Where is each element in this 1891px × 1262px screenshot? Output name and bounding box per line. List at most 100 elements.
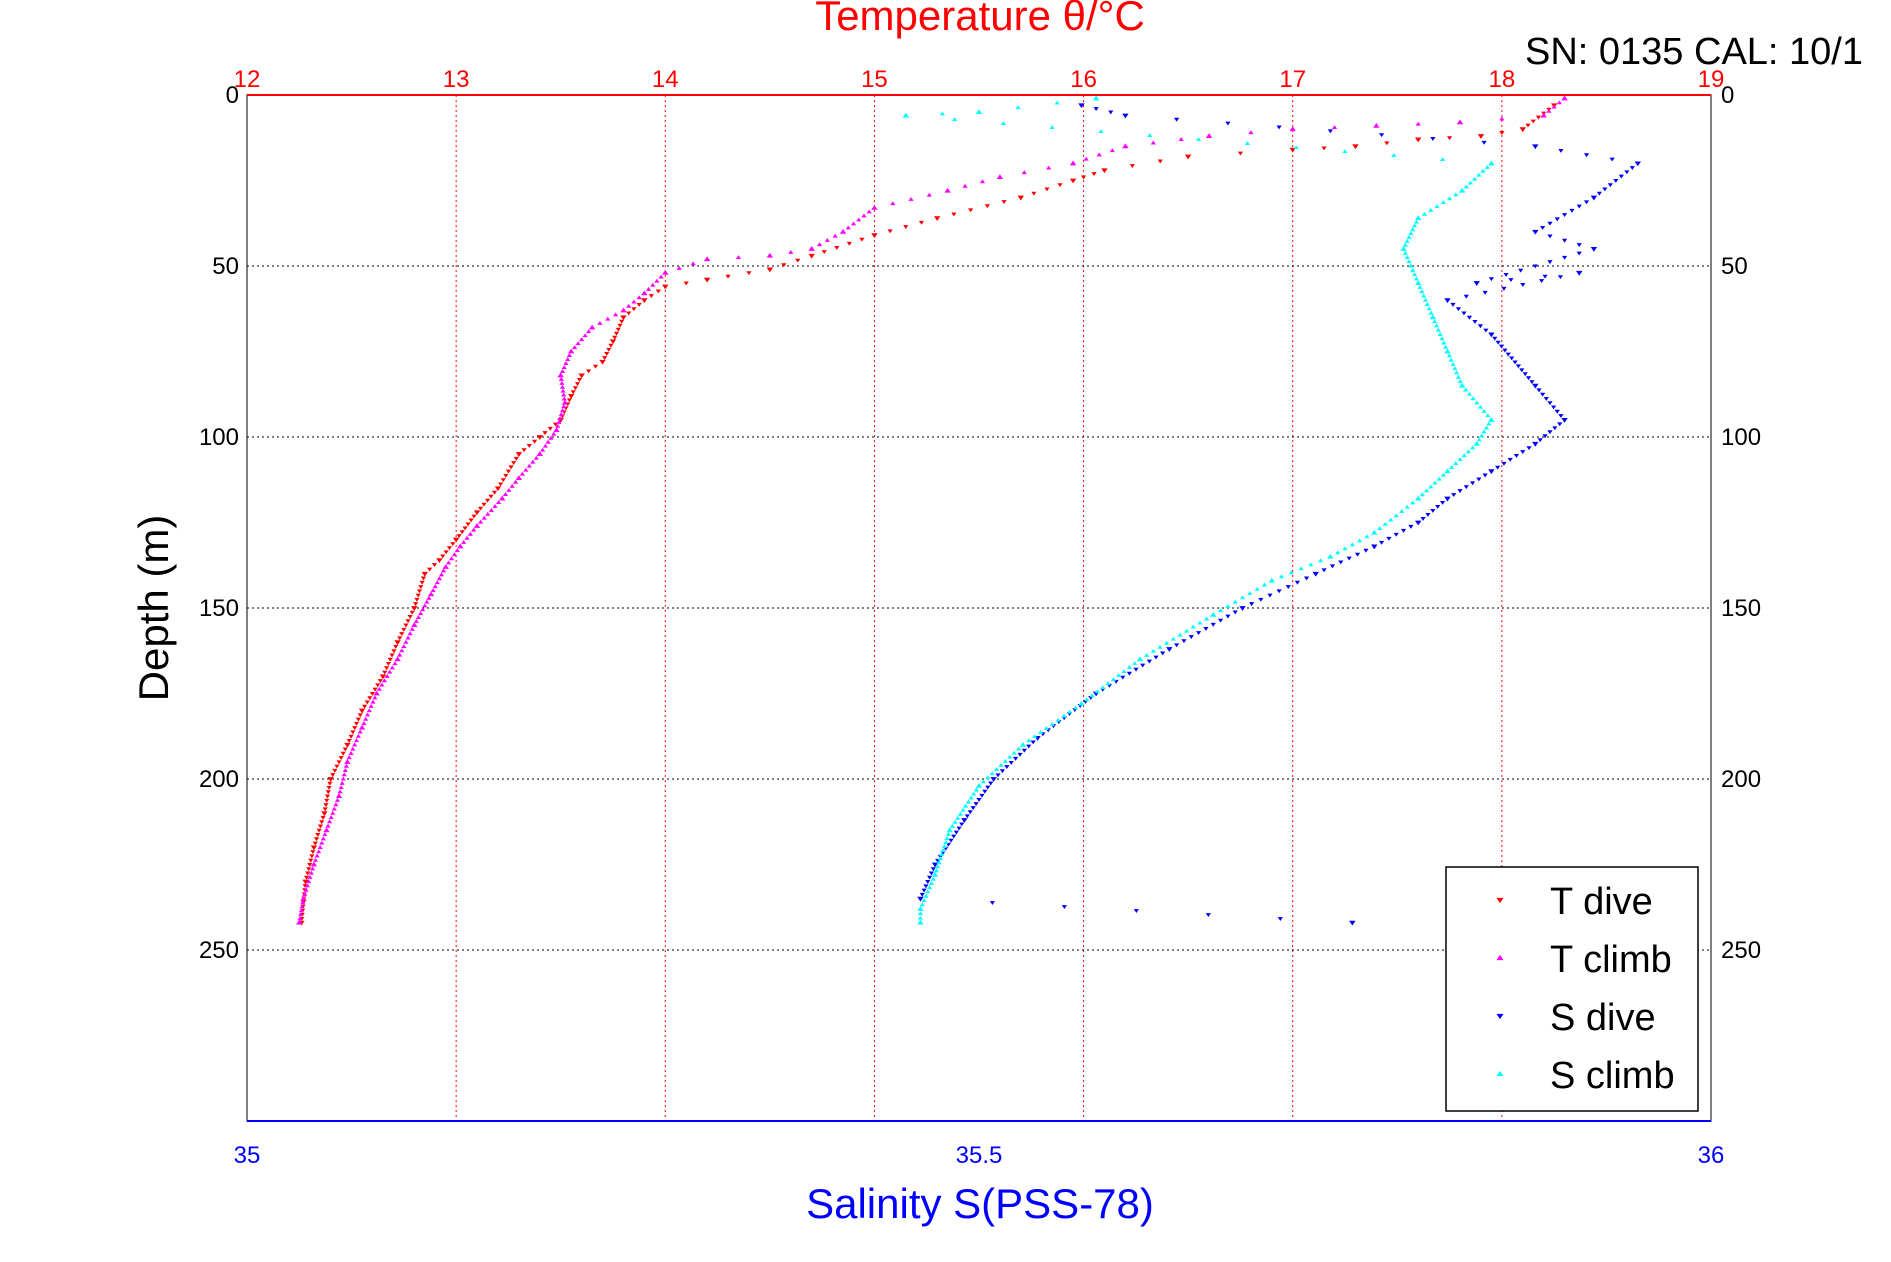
data-point	[1184, 628, 1190, 633]
data-point	[1244, 141, 1250, 146]
data-point	[1440, 472, 1446, 477]
data-point	[331, 806, 337, 811]
data-point	[498, 495, 506, 501]
data-point	[1121, 669, 1127, 673]
data-point	[1015, 746, 1022, 751]
data-point	[397, 652, 403, 657]
data-point	[1476, 172, 1482, 177]
data-point	[1232, 599, 1238, 604]
data-point	[1217, 608, 1224, 613]
legend-marker	[1496, 954, 1504, 961]
top-axis-title: Temperature θ/°C	[815, 0, 1145, 39]
data-point	[314, 853, 320, 858]
data-point	[967, 810, 973, 815]
top-tick-label: 12	[234, 66, 261, 93]
data-point	[430, 588, 436, 592]
data-point	[968, 208, 974, 213]
data-point	[926, 875, 933, 880]
data-point	[1203, 616, 1210, 621]
data-point	[1444, 298, 1451, 304]
data-point	[310, 845, 318, 851]
data-point	[346, 755, 352, 760]
top-tick-label: 18	[1489, 66, 1516, 93]
data-point	[1298, 566, 1304, 571]
data-point	[1607, 183, 1613, 188]
data-point	[1499, 116, 1505, 121]
data-point	[1312, 571, 1319, 577]
data-point	[348, 734, 354, 739]
data-point	[1247, 591, 1253, 596]
data-point	[1410, 500, 1416, 505]
data-point	[1525, 123, 1531, 128]
data-point	[391, 649, 397, 654]
data-point	[608, 343, 614, 348]
data-point	[1492, 336, 1498, 341]
data-point	[488, 507, 494, 512]
data-point	[1026, 738, 1032, 743]
data-point	[298, 912, 304, 917]
data-point	[559, 384, 566, 389]
data-point	[323, 827, 330, 833]
y-tick-label-right: 200	[1721, 766, 1761, 793]
y-tick-label-left: 150	[199, 595, 239, 622]
data-point	[1393, 513, 1399, 518]
data-point	[930, 867, 936, 872]
y-tick-label-right: 50	[1721, 253, 1748, 280]
data-point	[1532, 229, 1539, 235]
data-point	[1404, 255, 1410, 260]
data-point	[1547, 221, 1553, 226]
data-point	[1449, 464, 1455, 469]
data-point	[473, 523, 481, 528]
data-point	[626, 303, 632, 308]
data-point	[1391, 153, 1397, 157]
data-point	[861, 213, 867, 218]
data-point	[985, 785, 991, 790]
data-point	[626, 311, 632, 316]
data-point	[1017, 752, 1023, 757]
data-point	[613, 331, 620, 336]
data-point	[1425, 512, 1431, 517]
data-point	[1429, 314, 1437, 320]
data-point	[979, 793, 985, 798]
data-point	[1001, 200, 1007, 205]
data-point	[421, 571, 428, 577]
data-point	[959, 822, 965, 827]
data-point	[309, 854, 315, 859]
data-point	[619, 319, 625, 324]
data-point	[1590, 195, 1598, 201]
data-point	[650, 282, 656, 287]
data-point	[566, 353, 573, 358]
data-point	[1454, 370, 1460, 375]
data-point	[1371, 544, 1378, 550]
data-point	[973, 802, 979, 806]
data-point	[330, 810, 336, 815]
data-point	[1404, 504, 1410, 509]
data-point	[845, 225, 851, 230]
data-point	[1428, 310, 1434, 315]
data-point	[409, 627, 415, 631]
data-point	[1205, 133, 1213, 138]
data-point	[1461, 311, 1467, 316]
data-point	[923, 884, 929, 889]
data-point	[344, 742, 351, 748]
legend-marker	[1496, 897, 1504, 904]
data-point	[921, 888, 927, 893]
data-point	[324, 798, 330, 803]
data-point	[325, 790, 331, 795]
data-point	[850, 221, 857, 226]
data-point	[1177, 632, 1183, 637]
data-point	[859, 237, 865, 242]
data-point	[358, 708, 366, 714]
data-point	[609, 339, 617, 345]
data-point	[725, 274, 731, 279]
data-point	[821, 250, 827, 254]
data-point	[1535, 115, 1542, 120]
data-point	[690, 261, 696, 266]
data-point	[1481, 140, 1487, 145]
data-point	[839, 228, 847, 234]
data-point	[941, 844, 947, 849]
data-point	[1518, 268, 1524, 273]
data-point	[1402, 242, 1408, 247]
data-point	[457, 543, 464, 549]
data-point	[766, 252, 774, 258]
